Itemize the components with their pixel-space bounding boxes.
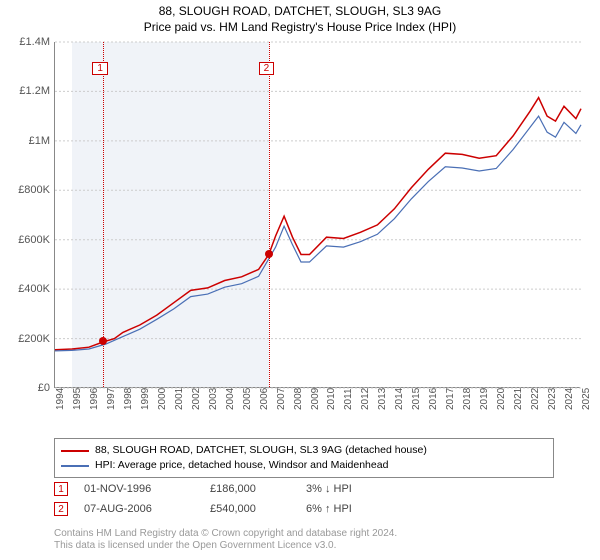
legend-item: HPI: Average price, detached house, Wind… [61,458,547,473]
sale-marker [99,337,107,345]
sale-price: £540,000 [210,503,290,515]
y-axis-tick: £1M [29,135,50,147]
x-axis-tick: 2014 [394,388,405,410]
footer-line-1: Contains HM Land Registry data © Crown c… [54,528,397,540]
sale-badge: 1 [54,482,68,496]
chart-title: 88, SLOUGH ROAD, DATCHET, SLOUGH, SL3 9A… [0,0,600,18]
x-axis-tick: 2011 [343,388,354,410]
y-axis-tick: £200K [18,333,50,345]
x-axis-tick: 2018 [462,388,473,410]
x-axis-tick: 2005 [242,388,253,410]
footer-line-2: This data is licensed under the Open Gov… [54,540,397,552]
y-axis-tick: £800K [18,184,50,196]
x-axis-tick: 2021 [513,388,524,410]
x-axis-tick: 2000 [157,388,168,410]
sale-marker-label: 2 [259,62,275,75]
sale-date: 01-NOV-1996 [84,483,194,495]
x-axis-tick: 2006 [259,388,270,410]
x-axis-tick: 2012 [360,388,371,410]
legend-swatch [61,450,89,452]
x-axis-tick: 1999 [140,388,151,410]
chart-container: 88, SLOUGH ROAD, DATCHET, SLOUGH, SL3 9A… [0,0,600,560]
x-axis-tick: 2010 [326,388,337,410]
x-axis-tick: 2022 [530,388,541,410]
x-axis-tick: 2003 [208,388,219,410]
x-axis-tick: 2023 [547,388,558,410]
legend-swatch [61,465,89,467]
chart-area: £0£200K£400K£600K£800K£1M£1.2M£1.4M19941… [54,42,580,388]
sale-pct: 6% ↑ HPI [306,503,352,515]
x-axis-tick: 2004 [225,388,236,410]
sale-date: 07-AUG-2006 [84,503,194,515]
y-axis-tick: £600K [18,234,50,246]
x-axis-tick: 2017 [445,388,456,410]
y-axis-tick: £400K [18,283,50,295]
sale-marker-label: 1 [92,62,108,75]
x-axis-tick: 2008 [293,388,304,410]
chart-svg [55,42,580,387]
x-axis-tick: 1996 [89,388,100,410]
x-axis-tick: 2025 [581,388,592,410]
sale-row: 1 01-NOV-1996 £186,000 3% ↓ HPI [54,482,352,496]
legend: 88, SLOUGH ROAD, DATCHET, SLOUGH, SL3 9A… [54,438,554,478]
x-axis-tick: 1994 [55,388,66,410]
x-axis-tick: 2024 [564,388,575,410]
x-axis-tick: 2002 [191,388,202,410]
sale-row: 2 07-AUG-2006 £540,000 6% ↑ HPI [54,502,352,516]
y-axis-tick: £1.4M [19,36,50,48]
legend-label: HPI: Average price, detached house, Wind… [95,458,388,473]
series-line [55,116,581,351]
sale-price: £186,000 [210,483,290,495]
chart-subtitle: Price paid vs. HM Land Registry's House … [0,18,600,38]
sale-vline [269,42,270,387]
x-axis-tick: 2019 [479,388,490,410]
x-axis-tick: 2009 [310,388,321,410]
y-axis-tick: £1.2M [19,85,50,97]
x-axis-tick: 1995 [72,388,83,410]
y-axis-tick: £0 [38,382,50,394]
x-axis-tick: 2013 [377,388,388,410]
sale-pct: 3% ↓ HPI [306,483,352,495]
x-axis-tick: 2015 [411,388,422,410]
x-axis-tick: 2020 [496,388,507,410]
sale-vline [103,42,104,387]
legend-label: 88, SLOUGH ROAD, DATCHET, SLOUGH, SL3 9A… [95,443,427,458]
footer: Contains HM Land Registry data © Crown c… [54,528,397,552]
legend-item: 88, SLOUGH ROAD, DATCHET, SLOUGH, SL3 9A… [61,443,547,458]
x-axis-tick: 1997 [106,388,117,410]
series-line [55,98,581,350]
x-axis-tick: 1998 [123,388,134,410]
x-axis-tick: 2001 [174,388,185,410]
sale-badge: 2 [54,502,68,516]
x-axis-tick: 2007 [276,388,287,410]
sale-marker [265,250,273,258]
x-axis-tick: 2016 [428,388,439,410]
